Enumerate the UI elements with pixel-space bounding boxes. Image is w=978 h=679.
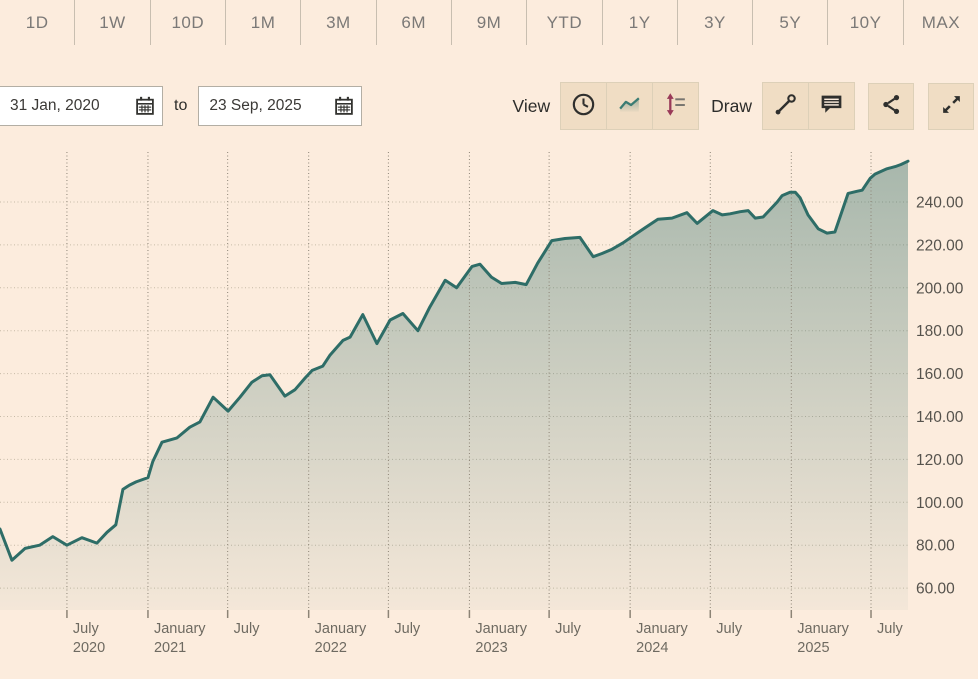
date-to-field[interactable]: 23 Sep, 2025 <box>198 86 363 126</box>
price-line <box>0 159 910 562</box>
view-scale-button[interactable] <box>652 82 700 130</box>
y-axis-label: 160.00 <box>916 366 964 383</box>
y-axis-label: 200.00 <box>916 280 964 297</box>
y-axis-label: 120.00 <box>916 452 964 469</box>
x-axis-label: July <box>877 621 904 637</box>
x-axis-label: January 2024 <box>636 621 688 656</box>
expand-icon <box>939 92 964 120</box>
range-button-1w[interactable]: 1W <box>75 0 151 45</box>
share-icon <box>879 92 904 120</box>
trendline-icon <box>772 91 799 121</box>
y-axis-label: 180.00 <box>916 323 964 340</box>
share-button[interactable] <box>868 82 914 130</box>
range-button-1m[interactable]: 1M <box>226 0 302 45</box>
x-axis-label: July <box>555 621 582 637</box>
draw-trendline-button[interactable] <box>762 82 809 130</box>
y-axis-label: 60.00 <box>916 581 955 598</box>
y-axis-label: 240.00 <box>916 195 964 212</box>
date-range-to-label: to <box>174 97 188 114</box>
range-button-max[interactable]: MAX <box>921 12 961 32</box>
controls-row: 31 Jan, 2020 to 23 Sep, 2025 <box>0 82 978 130</box>
x-axis-label: January 2023 <box>475 621 527 656</box>
area-chart-icon <box>616 91 643 121</box>
date-from-value: 31 Jan, 2020 <box>10 97 100 114</box>
clock-icon <box>570 91 597 121</box>
draw-button-group <box>762 82 855 130</box>
y-axis-label: 100.00 <box>916 495 964 512</box>
x-axis-label: January 2021 <box>154 621 206 656</box>
price-chart[interactable]: 240.00 220.00 200.00 180.00 160.00 140.00 120.… <box>0 140 978 679</box>
view-time-button[interactable] <box>560 82 608 130</box>
date-from-field[interactable]: 31 Jan, 2020 <box>0 86 163 126</box>
calendar-icon[interactable] <box>327 96 361 116</box>
range-button-6m[interactable]: 6M <box>377 0 452 45</box>
draw-label: Draw <box>711 95 752 116</box>
x-axis-label: July <box>234 621 261 637</box>
range-button-3y[interactable]: 3Y <box>678 0 754 45</box>
time-range-bar: 1D 1W 10D 1M 3M 6M 9M YTD 1Y 3Y 5Y 10Y MAX <box>0 0 978 47</box>
range-button-9m[interactable]: 9M <box>452 0 528 45</box>
view-chart-type-button[interactable] <box>606 82 654 130</box>
x-axis-label: July <box>716 621 743 637</box>
calendar-icon[interactable] <box>128 96 162 116</box>
range-button-10y[interactable]: 10Y <box>828 0 904 45</box>
y-axis-label: 80.00 <box>916 538 955 555</box>
x-axis-label: July 2020 <box>73 621 105 656</box>
x-axis-label: January 2025 <box>797 621 849 656</box>
view-label: View <box>512 95 551 116</box>
range-button-3m[interactable]: 3M <box>301 0 377 45</box>
y-axis-label: 220.00 <box>916 237 964 254</box>
view-button-group <box>560 82 700 130</box>
range-button-ytd[interactable]: YTD <box>527 0 603 45</box>
range-button-5y[interactable]: 5Y <box>753 0 829 45</box>
annotation-icon <box>818 91 845 121</box>
y-axis-label: 140.00 <box>916 409 964 426</box>
scale-compare-icon <box>662 91 689 121</box>
draw-annotation-button[interactable] <box>808 82 855 130</box>
date-to-value: 23 Sep, 2025 <box>209 97 302 114</box>
range-button-10d[interactable]: 10D <box>151 0 226 45</box>
range-button-1y[interactable]: 1Y <box>603 0 678 45</box>
x-axis-label: July <box>394 621 421 637</box>
area-fill <box>0 161 908 610</box>
x-axis-label: January 2022 <box>315 621 367 656</box>
range-button-1d[interactable]: 1D <box>0 0 76 45</box>
expand-button[interactable] <box>928 82 974 130</box>
